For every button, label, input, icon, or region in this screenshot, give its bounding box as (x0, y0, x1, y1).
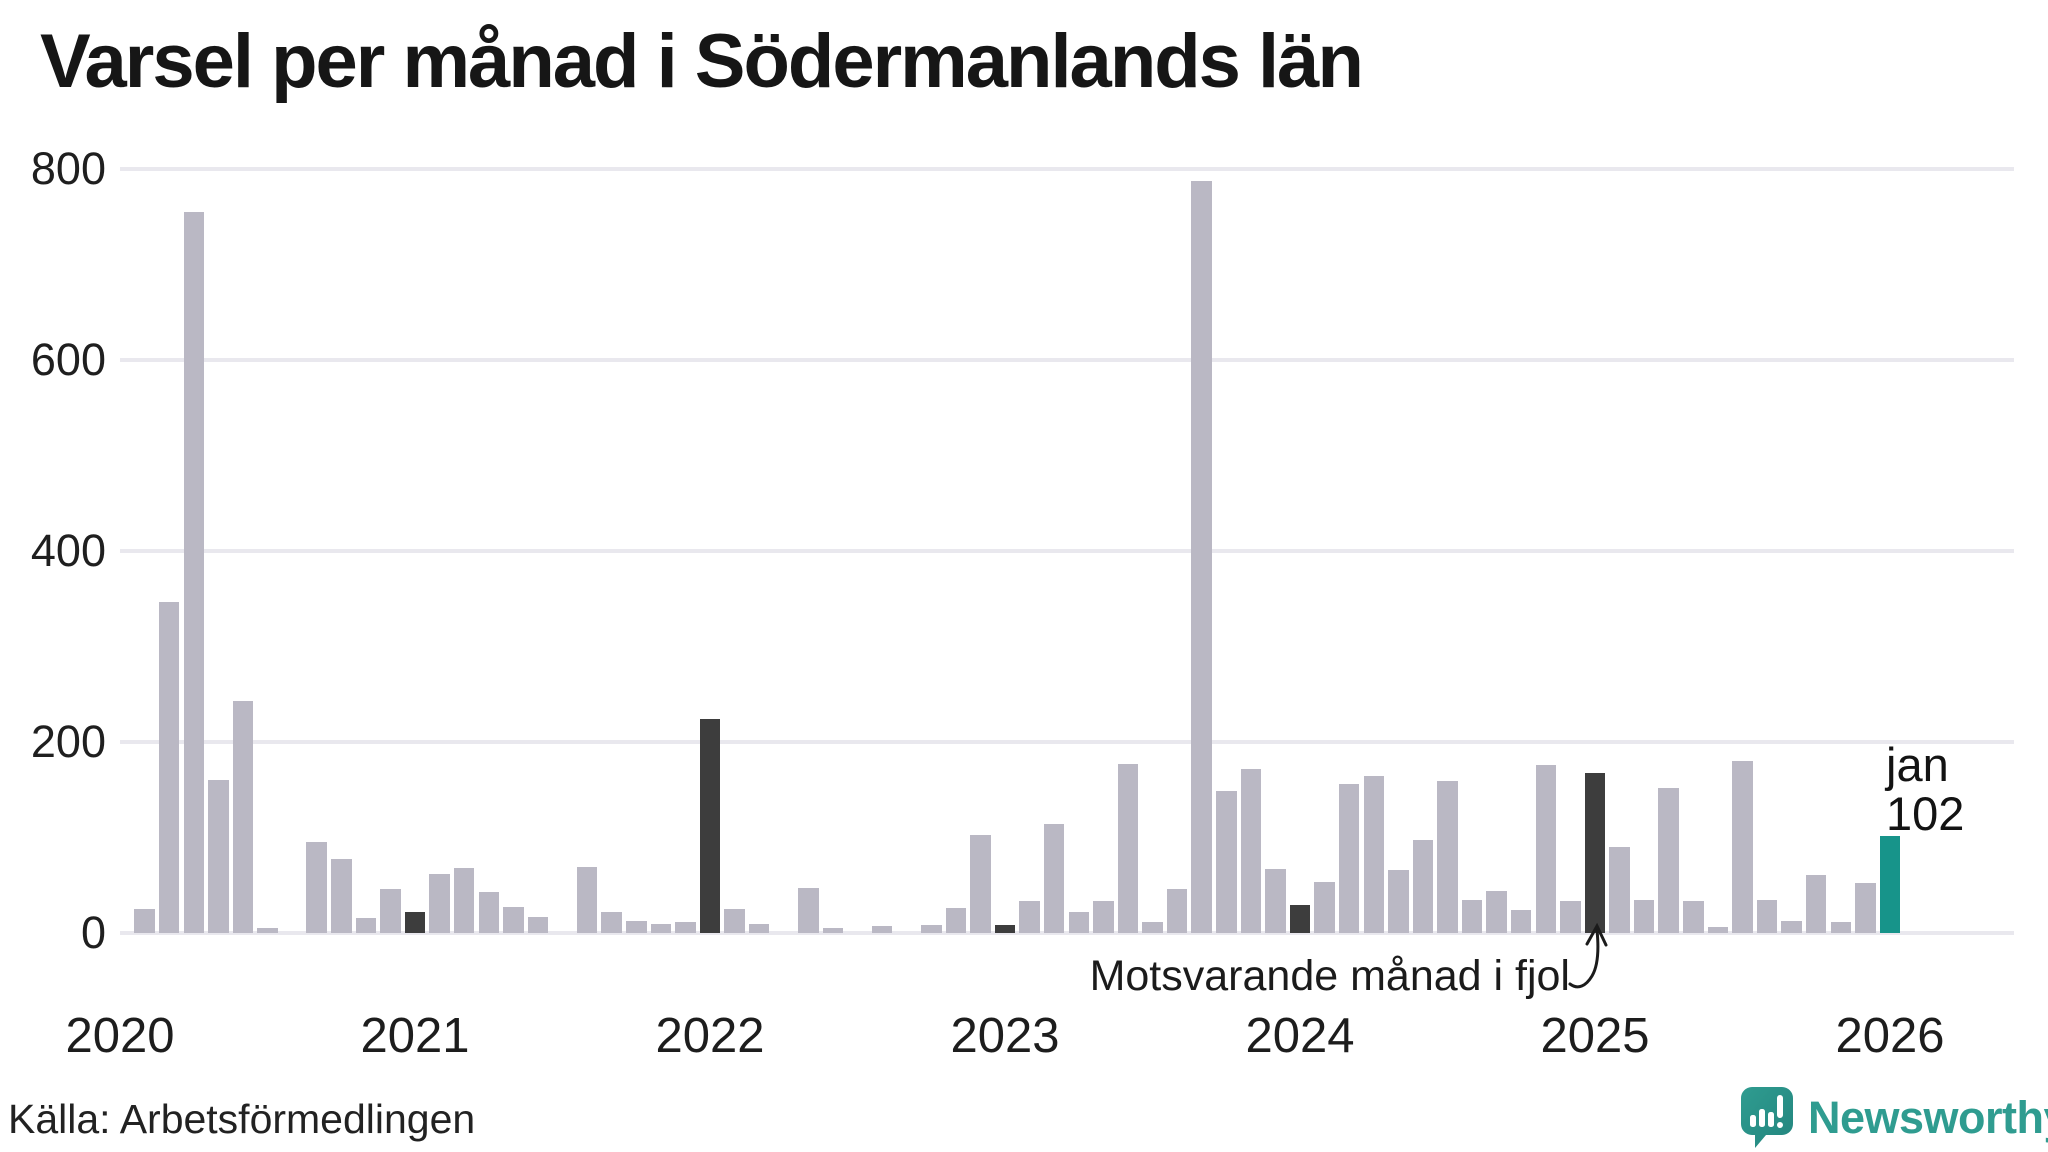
bar-2023-05 (1093, 901, 1114, 933)
bar-2020-09 (306, 842, 327, 933)
bar-2021-02 (429, 873, 450, 933)
bar-2025-03 (1633, 899, 1655, 933)
gridline-0 (120, 931, 2014, 935)
bar-2024-04 (1363, 776, 1384, 933)
bar-2020-10 (331, 858, 352, 933)
bar-2022-06 (822, 928, 844, 933)
bar-2024-06 (1412, 840, 1434, 933)
brand-name: Newsworthy (1808, 1092, 2048, 1143)
bar-2025-02 (1609, 847, 1630, 933)
bar-2022-08 (871, 926, 893, 933)
bar-2020-04 (183, 211, 205, 933)
bar-2021-04 (478, 891, 499, 933)
bar-2025-07 (1732, 761, 1753, 933)
bar-2022-10 (921, 925, 942, 933)
bar-2023-09 (1191, 181, 1212, 933)
annotation-arrow-icon (1568, 922, 1608, 989)
bar-2021-10 (626, 920, 647, 933)
bar-2020-06 (232, 700, 254, 933)
bar-2022-03 (748, 924, 770, 933)
bar-2021-06 (527, 916, 549, 933)
bar-2023-10 (1216, 790, 1237, 933)
bar-2023-07 (1142, 922, 1163, 933)
bar-2025-05 (1683, 901, 1704, 933)
bar-2024-08 (1461, 899, 1483, 933)
bar-2020-12 (380, 889, 401, 933)
bar-2022-02 (724, 909, 745, 933)
bar-2021-09 (601, 911, 622, 933)
bar-2024-02 (1314, 882, 1335, 933)
newsworthy-icon (1741, 1087, 1793, 1148)
y-axis-tick-label: 200 (30, 716, 106, 767)
bar-2021-11 (650, 924, 672, 933)
bar-2022-01 (699, 719, 721, 933)
source-text: Källa: Arbetsförmedlingen (8, 1096, 476, 1142)
bar-2024-09 (1486, 890, 1507, 933)
latest-bar-label: jan 102 (1886, 740, 1964, 838)
gridline-200 (120, 740, 2014, 744)
bar-2022-11 (945, 908, 967, 933)
bar-2024-05 (1388, 869, 1409, 933)
bar-2020-11 (355, 917, 377, 933)
y-axis-tick-label: 400 (30, 525, 106, 576)
bar-2026-01 (1879, 835, 1901, 933)
bar-2021-05 (503, 907, 524, 933)
bar-2020-03 (158, 601, 180, 933)
bar-2024-10 (1510, 910, 1532, 933)
bar-2022-05 (798, 888, 819, 933)
bar-2020-02 (134, 909, 155, 933)
x-axis-tick-label-2020: 2020 (65, 1009, 175, 1063)
chart-title: Varsel per månad i Södermanlands län (40, 19, 1364, 104)
bar-2021-08 (576, 867, 598, 933)
bar-2023-01 (994, 925, 1016, 933)
latest-bar-month: jan (1886, 738, 1949, 791)
annotation-label: Motsvarande månad i fjol (1089, 952, 1570, 1000)
bar-2021-01 (404, 911, 426, 933)
x-axis-tick-label-2022: 2022 (655, 1009, 765, 1063)
bar-2024-11 (1535, 764, 1557, 933)
x-axis-tick-label-2026: 2026 (1835, 1009, 1945, 1063)
bar-2021-12 (675, 922, 696, 933)
y-axis-tick-label: 0 (80, 907, 106, 958)
bar-2023-06 (1117, 763, 1139, 933)
x-axis-tick-label-2023: 2023 (950, 1009, 1060, 1063)
brand-logo: Newsworthy (1740, 1086, 2048, 1150)
bar-2025-06 (1707, 927, 1729, 933)
bar-2024-03 (1338, 784, 1360, 933)
bar-2025-08 (1756, 899, 1778, 933)
gridline-600 (120, 358, 2014, 362)
bar-2023-02 (1019, 901, 1040, 933)
bar-2025-04 (1658, 787, 1679, 933)
bar-2023-03 (1043, 824, 1065, 933)
gridline-400 (120, 549, 2014, 553)
bar-2022-12 (970, 834, 991, 933)
bar-2020-07 (257, 928, 278, 933)
y-axis-tick-label: 600 (30, 334, 106, 385)
bar-2024-01 (1289, 905, 1311, 933)
bar-2025-09 (1781, 920, 1802, 933)
bar-2025-10 (1805, 874, 1827, 933)
latest-bar-value: 102 (1886, 787, 1965, 840)
y-axis-tick-label: 800 (30, 143, 106, 194)
bar-2024-07 (1437, 781, 1458, 933)
x-axis-tick-label-2021: 2021 (360, 1009, 470, 1063)
x-axis-tick-label-2024: 2024 (1245, 1009, 1355, 1063)
bar-2025-12 (1855, 883, 1876, 933)
bar-2020-05 (208, 780, 229, 933)
bar-2023-11 (1240, 768, 1262, 933)
gridline-800 (120, 167, 2014, 171)
bar-2023-08 (1166, 889, 1188, 933)
bar-2021-03 (453, 868, 475, 933)
bar-2024-12 (1560, 901, 1581, 933)
bar-2025-11 (1830, 921, 1852, 933)
bar-2025-01 (1584, 772, 1606, 933)
bar-2023-12 (1265, 869, 1286, 933)
bar-2023-04 (1068, 911, 1089, 933)
x-axis-tick-label-2025: 2025 (1540, 1009, 1650, 1063)
